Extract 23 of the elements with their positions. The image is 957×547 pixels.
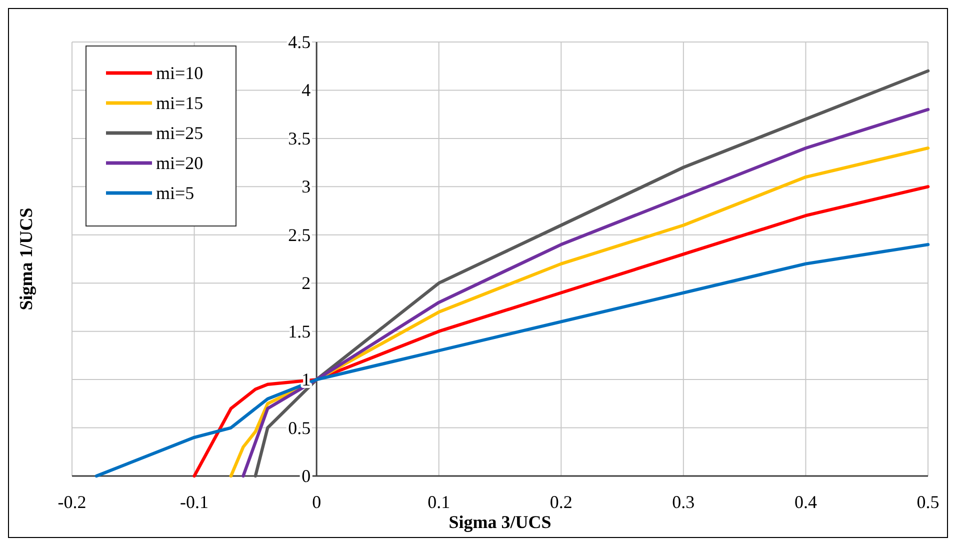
legend-label: mi=15 [156,93,204,113]
x-axis-title: Sigma 3/UCS [448,512,552,532]
y-tick-label: 3.5 [288,128,311,148]
x-tick-label: 0.2 [550,492,572,512]
x-tick-label: 0.5 [916,492,940,512]
y-tick-label: 1.5 [288,321,311,342]
x-tick-label: 0.3 [672,492,695,512]
legend-label: mi=20 [156,153,204,173]
legend-label: mi=25 [156,123,204,143]
legend-label: mi=10 [156,63,204,83]
y-tick-label: 2.5 [288,224,311,245]
x-tick-label: -0.2 [58,492,86,512]
x-tick-label: -0.1 [180,492,209,512]
x-tick-label: 0.4 [794,492,817,512]
y-tick-label: 0.5 [288,418,311,438]
y-tick-label: 1 [302,370,311,390]
x-tick-label: 0.1 [428,492,450,512]
y-tick-label: 2 [302,273,311,294]
y-tick-label: 3 [302,176,311,197]
legend-label: mi=5 [156,183,194,203]
y-axis-title: Sigma 1/UCS [16,208,36,310]
y-tick-label: 4 [302,80,311,100]
y-tick-label: 4.5 [288,32,311,52]
